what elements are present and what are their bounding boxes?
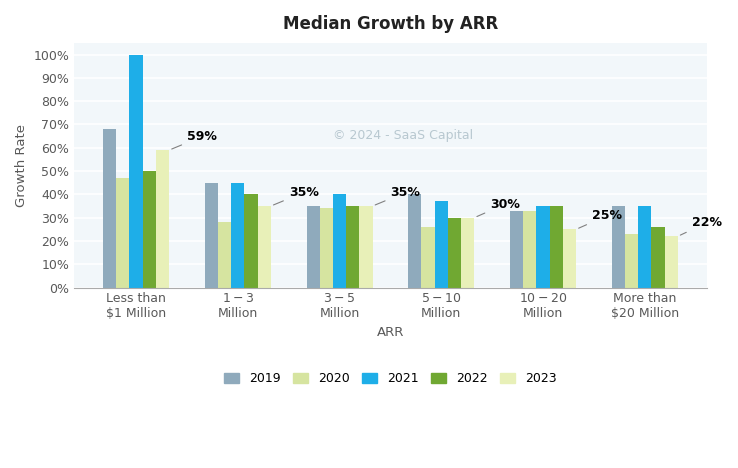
Bar — [231, 183, 244, 287]
Bar — [156, 150, 169, 287]
Bar — [537, 206, 550, 287]
Bar — [510, 211, 523, 287]
Bar — [359, 206, 373, 287]
Bar — [523, 211, 537, 287]
Bar — [638, 206, 652, 287]
X-axis label: ARR: ARR — [376, 326, 404, 339]
Bar — [244, 194, 258, 287]
Y-axis label: Growth Rate: Growth Rate — [15, 124, 28, 207]
Text: 30%: 30% — [477, 197, 520, 217]
Bar — [448, 218, 461, 287]
Bar — [665, 236, 677, 287]
Bar — [258, 206, 271, 287]
Text: 35%: 35% — [274, 186, 319, 205]
Title: Median Growth by ARR: Median Growth by ARR — [283, 15, 498, 33]
Text: 59%: 59% — [172, 130, 217, 149]
Bar — [204, 183, 218, 287]
Bar — [103, 129, 117, 287]
Bar — [117, 178, 129, 287]
Legend: 2019, 2020, 2021, 2022, 2023: 2019, 2020, 2021, 2022, 2023 — [218, 367, 562, 390]
Bar — [129, 55, 142, 287]
Text: 35%: 35% — [375, 186, 421, 205]
Bar — [306, 206, 320, 287]
Bar — [142, 171, 156, 287]
Bar — [218, 222, 231, 287]
Bar — [346, 206, 359, 287]
Text: 25%: 25% — [579, 209, 622, 228]
Bar — [612, 206, 625, 287]
Text: 22%: 22% — [680, 216, 722, 235]
Bar — [408, 194, 421, 287]
Bar — [435, 201, 448, 287]
Bar — [563, 229, 576, 287]
Bar — [652, 227, 665, 287]
Text: © 2024 - SaaS Capital: © 2024 - SaaS Capital — [333, 129, 473, 142]
Bar — [550, 206, 563, 287]
Bar — [421, 227, 435, 287]
Bar — [333, 194, 346, 287]
Bar — [461, 218, 475, 287]
Bar — [625, 234, 638, 287]
Bar — [320, 208, 333, 287]
